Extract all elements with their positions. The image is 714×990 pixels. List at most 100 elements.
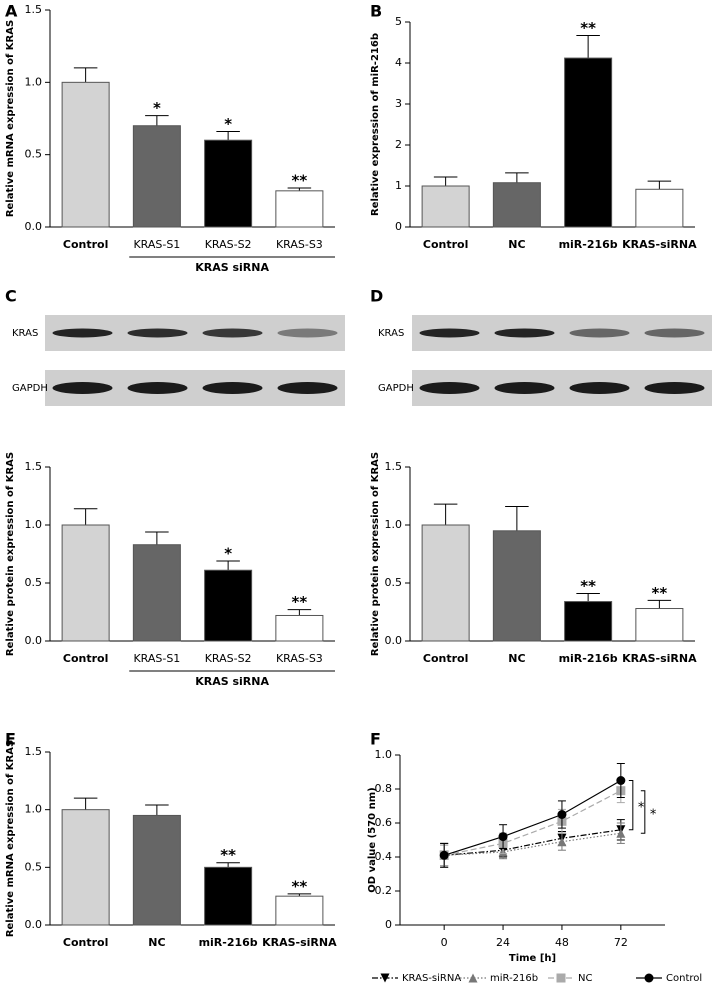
y-tick-label: 0.5 [25,860,43,873]
bar [421,524,470,642]
blot-band [277,382,338,394]
blot-band [127,382,188,394]
bar [204,866,253,926]
x-tick-label: KRAS-S1 [133,238,180,251]
panel-label: B [370,2,382,21]
bar [132,814,181,926]
y-tick-label: 0.2 [375,884,393,897]
y-tick-label: 0.6 [375,816,393,829]
significance-bracket [640,790,646,834]
significance-label: ** [292,877,308,895]
y-axis-label: OD value (570 nm) [367,787,378,892]
legend-label: NC [578,973,592,984]
y-axis-label: Relative protein expression of KRAS [370,452,381,656]
bar [132,544,181,642]
x-tick-label: Control [63,652,108,665]
blot-band [419,328,480,338]
bar [204,569,253,642]
bar [564,57,613,228]
blot-band [52,382,113,394]
y-tick-label: 1.0 [385,518,403,531]
significance-label: ** [652,584,668,602]
series-line [444,790,622,856]
group-label: KRAS siRNA [195,675,269,688]
bar [204,139,253,228]
blot-band [494,328,555,338]
significance-label: * [224,115,232,133]
x-tick-label: NC [508,238,525,251]
x-tick-label: Control [423,652,468,665]
marker [498,832,508,842]
y-tick-label: 0.0 [385,634,403,647]
y-tick-label: 3 [395,97,402,110]
blot-band [52,328,113,338]
blot-band [644,328,705,338]
legend-label: KRAS-siRNA [402,973,461,984]
y-tick-label: 1 [395,179,402,192]
x-tick-label: miR-216b [559,238,618,251]
y-tick-label: 4 [395,56,402,69]
bar [421,185,470,228]
x-tick-label: NC [508,652,525,665]
y-tick-label: 1.0 [25,803,43,816]
y-tick-label: 1.0 [25,518,43,531]
x-tick-label: 72 [614,936,628,949]
y-tick-label: 1.0 [25,75,43,88]
y-tick-label: 0 [385,918,392,931]
y-tick-label: 0.0 [25,918,43,931]
blot-band [494,382,555,394]
x-tick-label: 24 [496,936,510,949]
panel-label: D [370,287,383,306]
blot-band [202,328,263,338]
y-tick-label: 5 [395,15,402,28]
y-tick-label: 0.0 [25,634,43,647]
blot-band [127,328,188,338]
y-tick-label: 0.8 [375,782,393,795]
y-tick-label: 0.5 [25,148,43,161]
y-tick-label: 0 [395,220,402,233]
x-tick-label: Control [423,238,468,251]
marker [556,973,566,983]
significance-label: ** [292,171,308,189]
group-label: KRAS siRNA [195,261,269,274]
legend-label: miR-216b [490,973,538,984]
bar [635,188,684,228]
x-tick-label: KRAS-S3 [276,652,323,665]
marker [616,828,626,838]
significance-label: ** [580,19,596,37]
marker [439,850,449,860]
marker [644,973,654,983]
x-tick-label: Control [63,936,108,949]
blot-band [202,382,263,394]
y-tick-label: 0.5 [25,576,43,589]
bar [492,530,541,642]
blot-label: GAPDH [12,383,48,394]
marker [557,837,567,847]
x-tick-label: 48 [555,936,569,949]
marker [380,973,390,983]
y-axis-label: Relative protein expression of KRAS [5,452,16,656]
blot-band [569,328,630,338]
blot-band [569,382,630,394]
blot-label: GAPDH [378,383,414,394]
x-tick-label: KRAS-S3 [276,238,323,251]
bar [492,182,541,228]
y-tick-label: 1.5 [25,3,43,16]
significance-label: ** [580,577,596,595]
bar [61,524,110,642]
x-tick-label: KRAS-S2 [205,652,252,665]
y-tick-label: 1.5 [385,460,403,473]
series-line [444,829,621,856]
y-tick-label: 1.5 [25,745,43,758]
x-tick-label: KRAS-siRNA [262,936,337,949]
marker [468,973,478,983]
bar [564,601,613,642]
blot-label: KRAS [12,328,38,339]
bar [635,608,684,642]
blot-band [419,382,480,394]
y-axis-label: Relative mRNA expression of KRAS [5,740,16,937]
significance-label: * [638,801,645,816]
bar [132,125,181,228]
y-tick-label: 0.5 [385,576,403,589]
significance-label: * [153,99,161,117]
